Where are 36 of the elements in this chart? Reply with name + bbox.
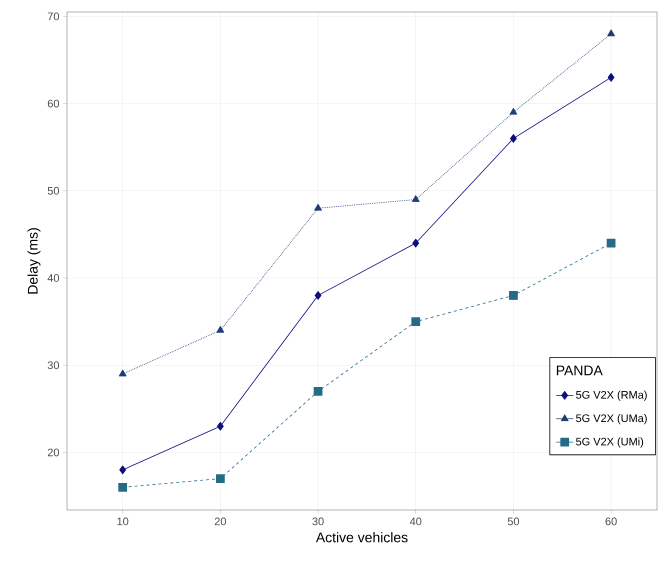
x-tick-label: 40 <box>410 518 422 526</box>
point <box>216 422 224 431</box>
y-tick-label: 60 <box>48 100 60 108</box>
x-tick-label: 50 <box>508 518 520 526</box>
point <box>314 291 322 300</box>
point <box>607 29 615 36</box>
x-tick-label: 10 <box>117 518 128 526</box>
legend-label: 5G V2X (RMa) <box>576 390 647 401</box>
point <box>510 108 518 115</box>
point <box>314 204 322 211</box>
point <box>412 195 420 202</box>
point <box>412 238 420 248</box>
point <box>509 291 518 300</box>
point <box>314 387 322 396</box>
y-tick-label: 30 <box>48 361 60 370</box>
y-tick-label: 40 <box>48 274 60 282</box>
y-tick-label: 70 <box>48 12 60 20</box>
point <box>118 482 128 492</box>
y-axis-title: Delay (ms) <box>27 228 40 294</box>
point <box>510 134 517 143</box>
point <box>216 326 224 333</box>
x-axis-title: Active vehicles <box>316 532 408 542</box>
y-tick-label: 50 <box>48 186 60 195</box>
point <box>216 474 225 483</box>
legend-label: 5G V2X (UMa) <box>576 414 647 424</box>
y-tick-label: 20 <box>48 448 60 456</box>
x-tick-label: 20 <box>214 518 226 526</box>
point <box>608 73 614 82</box>
point <box>606 238 616 248</box>
x-tick-label: 30 <box>312 518 324 526</box>
legend-label: 5G V2X (UMi) <box>576 437 644 448</box>
point <box>119 465 126 474</box>
point <box>411 317 420 326</box>
legend-title: PANDA <box>556 366 603 376</box>
x-tick-label: 60 <box>606 518 617 526</box>
point <box>118 370 127 376</box>
